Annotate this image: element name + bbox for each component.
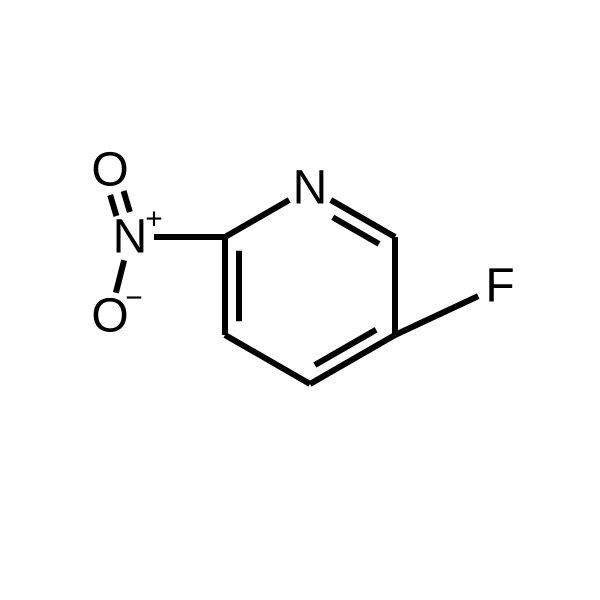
atom-charge-N_nitro: + (145, 203, 163, 236)
molecule-diagram: NN+OO−F (0, 0, 600, 600)
atom-label-O_down: O (91, 290, 128, 343)
atom-label-N_ring: N (293, 162, 328, 215)
atom-label-F: F (485, 260, 514, 313)
atom-label-N_nitro: N (113, 211, 148, 264)
atom-label-O_up: O (91, 144, 128, 197)
atom-charge-O_down: − (125, 282, 143, 315)
